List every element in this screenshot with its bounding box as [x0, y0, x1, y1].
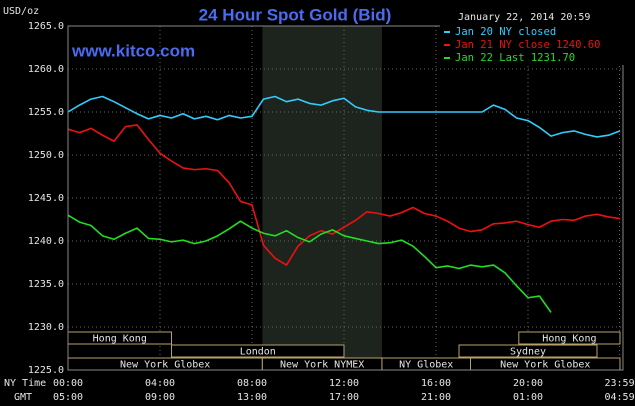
- gmt-tick-label: 05:00: [53, 392, 83, 403]
- y-tick-label: 1255.0: [28, 107, 64, 118]
- legend-label: Jan 20 NY closed: [455, 26, 556, 38]
- y-tick-label: 1265.0: [28, 21, 64, 32]
- session-label: New York NYMEX: [280, 360, 364, 371]
- series-line: [67, 95, 621, 138]
- shaded-range: [262, 26, 382, 370]
- session-label: Hong Kong: [542, 334, 596, 345]
- session-label: London: [240, 347, 276, 358]
- y-tick-label: 1245.0: [28, 193, 64, 204]
- legend-box: [440, 25, 630, 65]
- x-tick-label: 08:00: [237, 378, 267, 389]
- x-tick-label: 00:00: [53, 378, 83, 389]
- legend-label: Jan 22 Last 1231.70: [455, 52, 575, 64]
- session-box: [458, 344, 598, 358]
- timestamp: January 22, 2014 20:59: [458, 12, 590, 23]
- session-box: [518, 331, 621, 345]
- gmt-tick-label: 01:00: [513, 392, 543, 403]
- session-label: NY Globex: [399, 360, 453, 371]
- series-line: [67, 124, 621, 266]
- session-label: Hong Kong: [93, 334, 147, 345]
- unit-label: USD/oz: [3, 6, 39, 17]
- session-box: [171, 344, 345, 358]
- y-tick-label: 1240.0: [28, 236, 64, 247]
- x-tick-label: 23:59: [604, 378, 634, 389]
- y-tick-label: 1230.0: [28, 322, 64, 333]
- x-axis-label: GMT: [14, 392, 32, 403]
- gmt-tick-label: 13:00: [237, 392, 267, 403]
- session-label: Sydney: [510, 347, 546, 358]
- x-axis-label: NY Time: [4, 378, 46, 389]
- chart-title: 24 Hour Spot Gold (Bid): [199, 5, 392, 24]
- x-tick-label: 12:00: [329, 378, 359, 389]
- y-tick-label: 1235.0: [28, 279, 64, 290]
- y-tick-label: 1260.0: [28, 64, 64, 75]
- y-tick-label: 1225.0: [28, 365, 64, 376]
- x-tick-label: 04:00: [145, 378, 175, 389]
- gmt-tick-label: 17:00: [329, 392, 359, 403]
- legend-label: Jan 21 NY close 1240.60: [455, 39, 600, 51]
- series-line: [67, 214, 552, 313]
- session-label: New York Globex: [120, 360, 210, 371]
- gmt-tick-label: 04:59: [604, 392, 634, 403]
- y-tick-label: 1250.0: [28, 150, 64, 161]
- gmt-tick-label: 09:00: [145, 392, 175, 403]
- plot-area: 1225.0 1230.0 1235.0 1240.0 1245.0 1250.0 1255…: [28, 21, 635, 403]
- x-tick-label: 20:00: [513, 378, 543, 389]
- x-tick-label: 16:00: [421, 378, 451, 389]
- plot-border: [67, 25, 624, 371]
- session-label: New York Globex: [500, 360, 590, 371]
- gmt-tick-label: 21:00: [421, 392, 451, 403]
- watermark: www.kitco.com: [71, 41, 195, 60]
